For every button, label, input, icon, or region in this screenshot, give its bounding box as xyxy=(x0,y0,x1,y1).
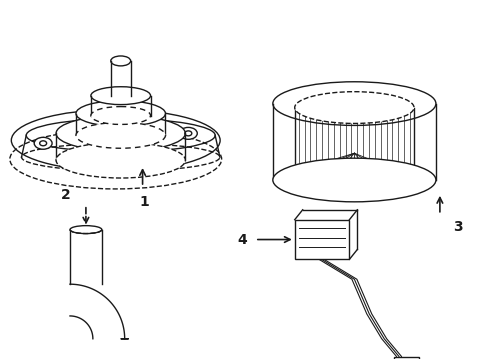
Text: 2: 2 xyxy=(61,188,71,202)
Ellipse shape xyxy=(179,127,197,139)
Text: 3: 3 xyxy=(453,220,463,234)
Bar xyxy=(294,220,349,260)
Ellipse shape xyxy=(273,158,436,202)
Ellipse shape xyxy=(294,92,414,123)
Ellipse shape xyxy=(111,56,131,66)
Ellipse shape xyxy=(76,100,166,126)
Bar xyxy=(394,357,419,360)
Ellipse shape xyxy=(91,107,150,125)
Text: 4: 4 xyxy=(237,233,247,247)
Ellipse shape xyxy=(76,122,166,148)
Ellipse shape xyxy=(294,159,414,191)
Ellipse shape xyxy=(56,142,185,178)
Ellipse shape xyxy=(273,82,436,125)
Ellipse shape xyxy=(91,87,150,105)
Ellipse shape xyxy=(70,226,102,234)
Ellipse shape xyxy=(34,137,52,149)
Ellipse shape xyxy=(56,116,185,151)
Text: 1: 1 xyxy=(140,195,149,209)
